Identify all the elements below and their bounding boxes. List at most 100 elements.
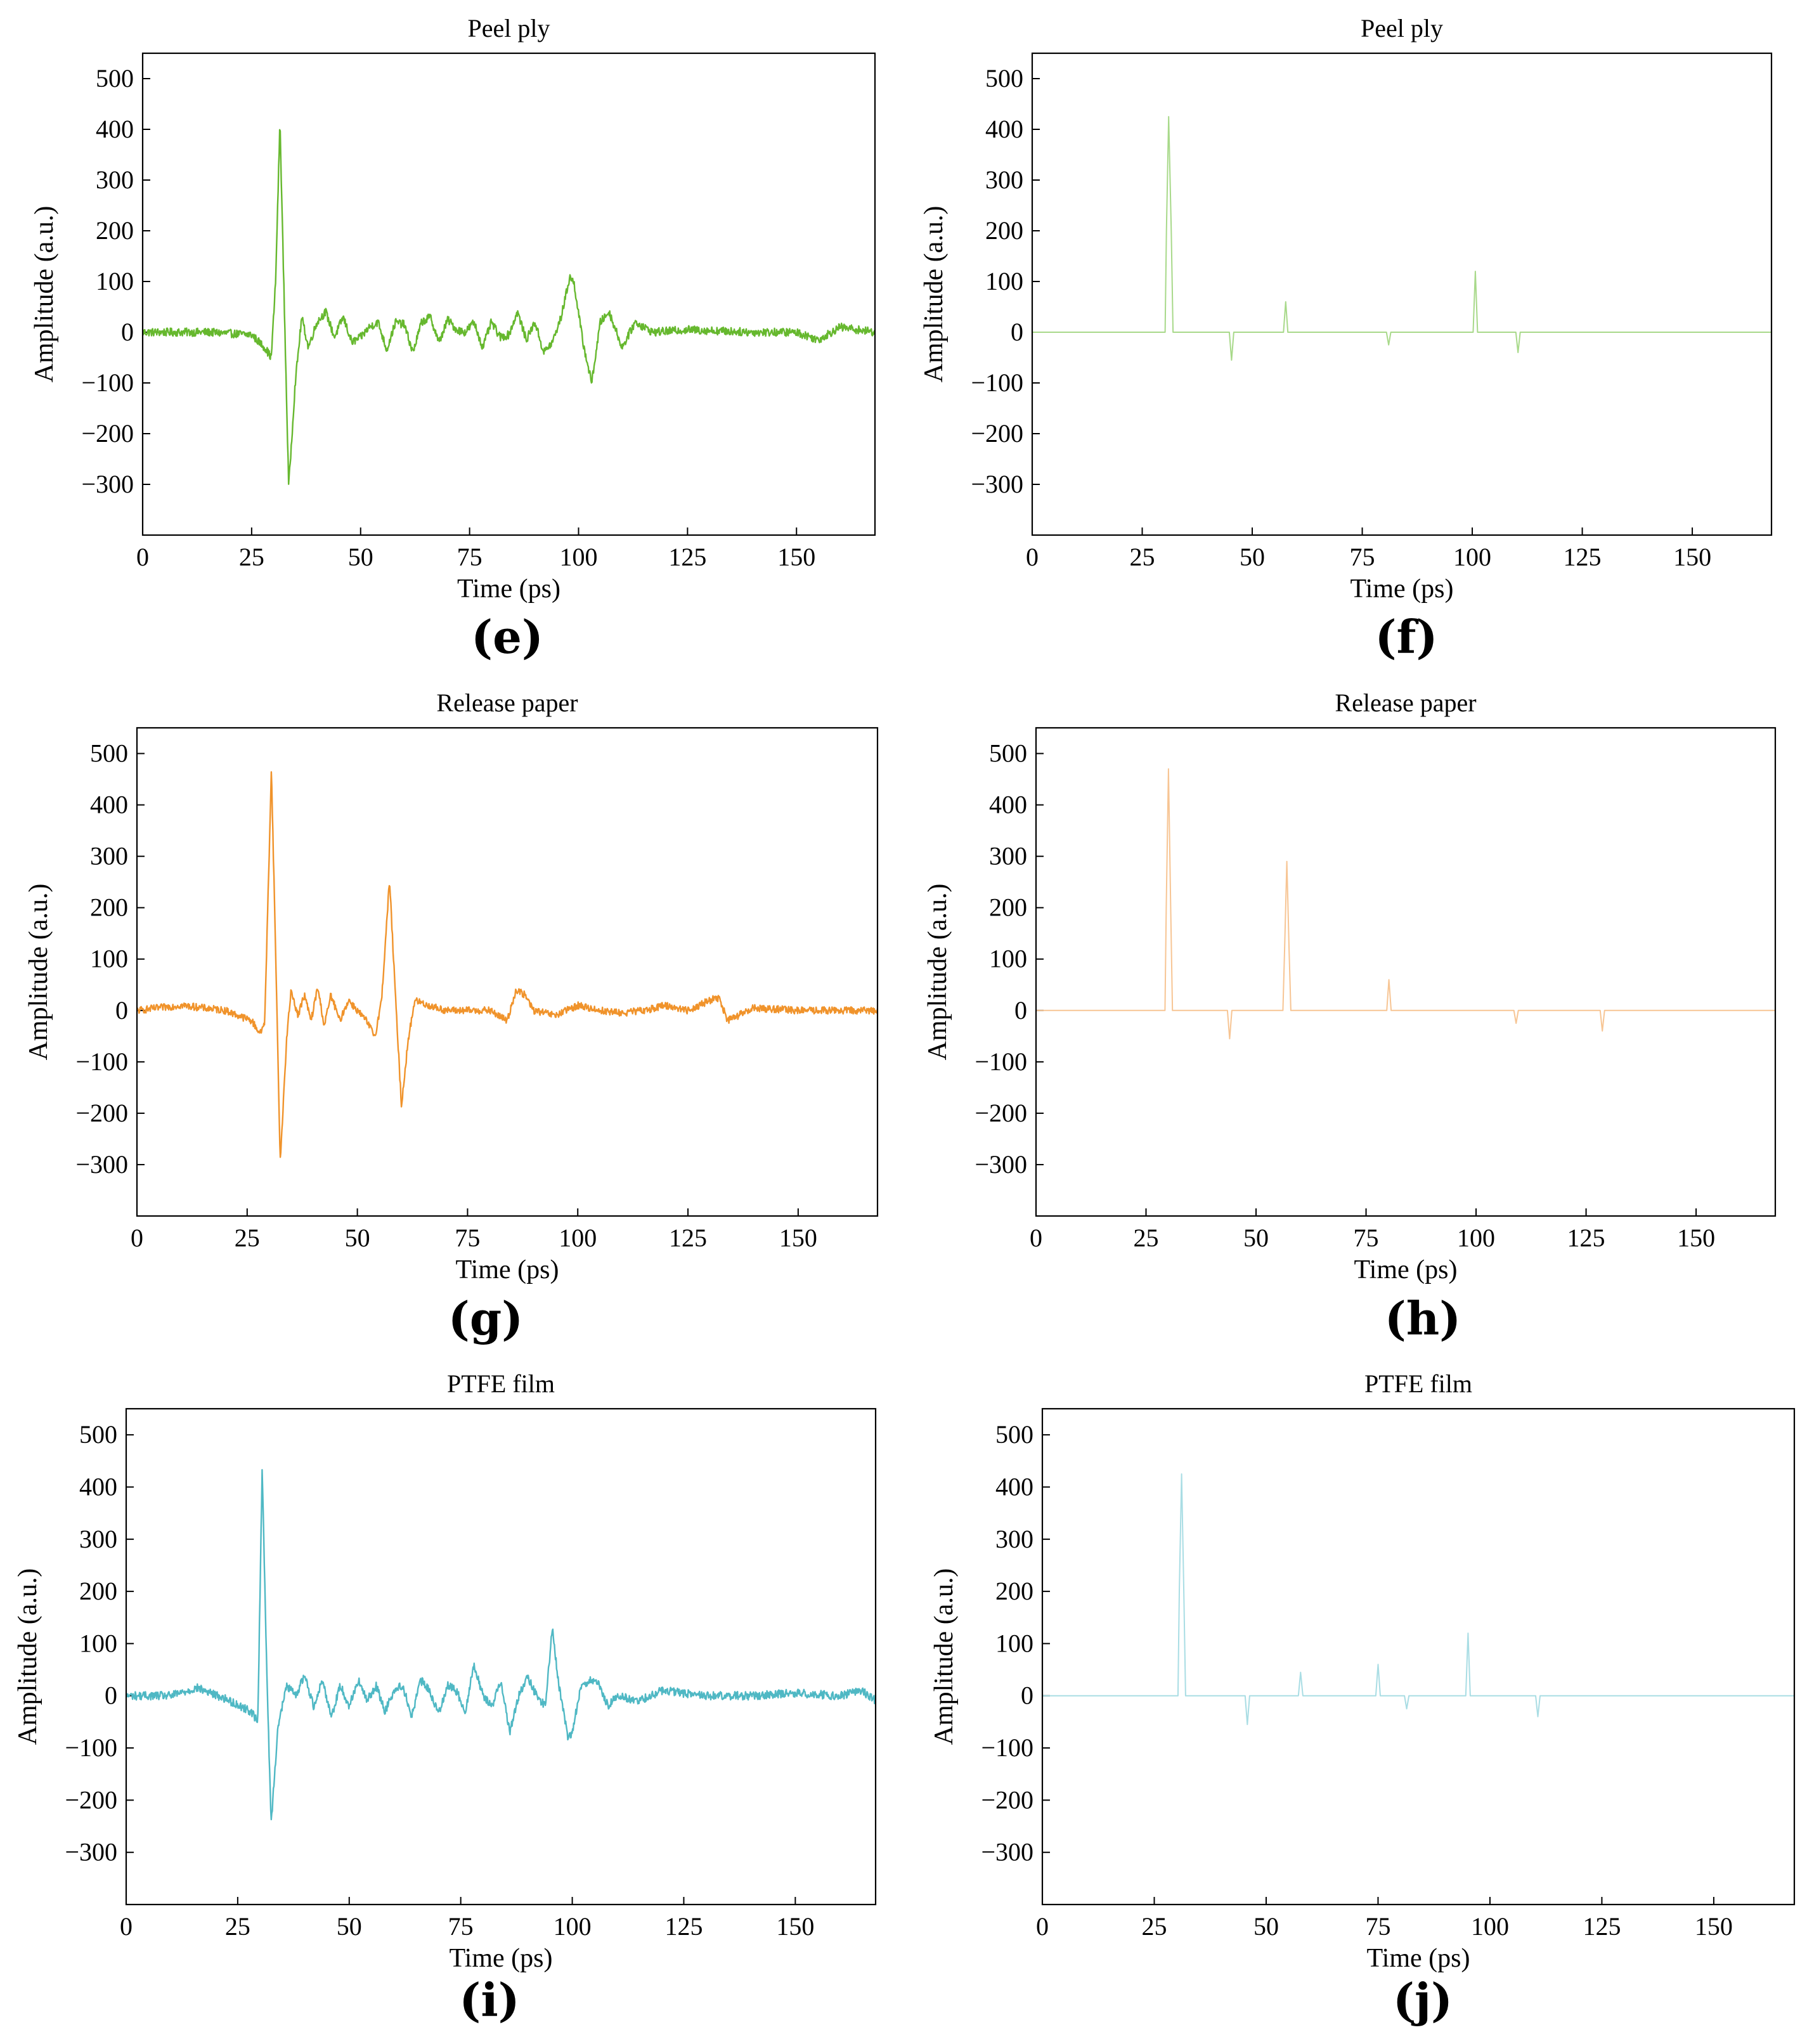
y-tick-label: 100 (985, 267, 1023, 295)
x-tick-label: 0 (136, 543, 149, 571)
x-tick-label: 25 (1134, 1224, 1159, 1252)
plot-frame (1031, 52, 1773, 536)
chart-panel-5: PTFE film 0 25 50 75 100 125 150 −300 −200 −100 0 10… (13, 1369, 877, 2027)
y-tick-label: 500 (995, 1420, 1033, 1449)
series-line (143, 129, 875, 485)
y-tick-label: −100 (75, 1047, 128, 1076)
x-tick-label: 125 (1564, 543, 1602, 571)
x-tick-label: 100 (1453, 543, 1491, 571)
y-axis-label: Amplitude (a.u.) (919, 206, 949, 383)
panel-label: (h) (1385, 1291, 1461, 1345)
chart-title: PTFE film (447, 1369, 555, 1398)
plot-frame (125, 1407, 877, 1906)
y-tick-label: 100 (989, 945, 1027, 973)
x-axis-label: Time (ps) (456, 1255, 559, 1284)
y-tick-label: 0 (1011, 318, 1023, 346)
y-tick-label: 500 (79, 1420, 117, 1449)
series-line (126, 1469, 876, 1821)
chart-title: PTFE film (1364, 1369, 1472, 1398)
y-tick-label: −200 (75, 1099, 128, 1127)
panel-label: (i) (459, 1973, 519, 2027)
y-tick-label: −300 (975, 1150, 1027, 1179)
y-tick-label: 400 (96, 115, 134, 143)
x-axis-label: Time (ps) (1350, 574, 1454, 604)
y-tick-label: 200 (989, 893, 1027, 922)
chart-title: Peel ply (1361, 14, 1443, 42)
y-axis-label: Amplitude (a.u.) (13, 1569, 42, 1745)
x-tick-label: 150 (779, 1224, 817, 1252)
panel-label: (e) (471, 610, 543, 664)
series-line (1042, 1473, 1794, 1725)
x-tick-label: 75 (1365, 1912, 1390, 1941)
x-tick-label: 75 (448, 1912, 474, 1941)
y-tick-label: 400 (989, 791, 1027, 819)
x-tick-label: 125 (669, 1224, 707, 1252)
y-axis-label: Amplitude (a.u.) (929, 1569, 959, 1745)
x-axis-label: Time (ps) (457, 574, 560, 604)
y-tick-label: 300 (985, 165, 1023, 194)
x-tick-label: 25 (1141, 1912, 1167, 1941)
y-tick-label: 300 (96, 165, 134, 194)
y-tick-label: −200 (971, 419, 1023, 448)
x-tick-label: 75 (1354, 1224, 1379, 1252)
plot-frame (136, 727, 879, 1217)
x-tick-label: 50 (337, 1912, 362, 1941)
y-tick-label: −100 (975, 1047, 1027, 1076)
panel-label: (g) (448, 1291, 523, 1345)
x-tick-label: 25 (239, 543, 264, 571)
y-tick-label: 0 (1021, 1681, 1033, 1710)
x-axis-label: Time (ps) (450, 1944, 553, 1973)
y-tick-label: −200 (975, 1099, 1027, 1127)
x-tick-label: 50 (1243, 1224, 1269, 1252)
y-axis-label: Amplitude (a.u.) (923, 884, 952, 1061)
x-tick-label: 75 (455, 1224, 480, 1252)
y-tick-label: −200 (65, 1785, 117, 1814)
y-tick-label: −200 (81, 419, 134, 448)
y-tick-label: 100 (90, 945, 128, 973)
x-tick-label: 75 (457, 543, 483, 571)
x-tick-label: 150 (1677, 1224, 1715, 1252)
y-tick-label: 300 (995, 1525, 1033, 1553)
y-tick-label: −100 (65, 1733, 117, 1762)
y-tick-label: 100 (79, 1629, 117, 1657)
y-tick-label: 400 (79, 1472, 117, 1501)
y-tick-label: −300 (971, 470, 1023, 498)
plot-frame (1041, 1407, 1796, 1906)
x-tick-label: 0 (1036, 1912, 1049, 1941)
x-tick-label: 25 (1130, 543, 1155, 571)
x-tick-label: 0 (1030, 1224, 1042, 1252)
x-tick-label: 100 (559, 1224, 597, 1252)
y-tick-label: 100 (995, 1629, 1033, 1657)
x-tick-label: 25 (235, 1224, 260, 1252)
x-tick-label: 25 (225, 1912, 250, 1941)
x-tick-label: 100 (1457, 1224, 1495, 1252)
x-tick-label: 50 (348, 543, 373, 571)
x-tick-label: 100 (1471, 1912, 1509, 1941)
chart-panel-3: Release paper 0 25 50 75 100 125 150 −300 −200 −10… (24, 689, 879, 1345)
y-axis-label: Amplitude (a.u.) (30, 206, 59, 383)
plot-frame (141, 52, 876, 536)
y-tick-label: 200 (96, 216, 134, 245)
x-tick-label: 100 (554, 1912, 592, 1941)
y-tick-label: 0 (1014, 996, 1027, 1025)
x-tick-label: 0 (120, 1912, 133, 1941)
chart-title: Release paper (1335, 689, 1476, 717)
y-tick-label: 400 (90, 791, 128, 819)
panel-label: (f) (1375, 610, 1437, 664)
x-tick-label: 150 (776, 1912, 814, 1941)
x-tick-label: 50 (345, 1224, 370, 1252)
x-axis-label: Time (ps) (1367, 1944, 1470, 1973)
y-tick-label: 300 (90, 842, 128, 870)
series-line (1036, 768, 1775, 1040)
y-tick-label: 500 (90, 739, 128, 768)
y-tick-label: 100 (96, 267, 134, 295)
y-tick-label: 200 (90, 893, 128, 922)
y-tick-label: 200 (995, 1577, 1033, 1605)
panel-label: (j) (1393, 1973, 1453, 2027)
y-tick-label: 500 (985, 64, 1023, 93)
x-tick-label: 75 (1350, 543, 1375, 571)
x-tick-label: 100 (560, 543, 598, 571)
series-line (137, 771, 878, 1158)
y-tick-label: −300 (981, 1838, 1033, 1866)
